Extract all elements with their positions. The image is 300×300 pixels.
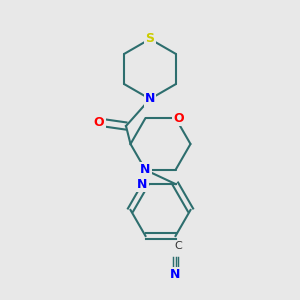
Text: O: O — [173, 112, 184, 124]
Text: O: O — [94, 116, 104, 130]
Text: N: N — [145, 92, 155, 106]
Text: N: N — [140, 164, 151, 176]
Text: C: C — [175, 242, 182, 251]
Text: S: S — [146, 32, 154, 46]
Text: N: N — [170, 268, 181, 281]
Text: N: N — [137, 178, 148, 190]
